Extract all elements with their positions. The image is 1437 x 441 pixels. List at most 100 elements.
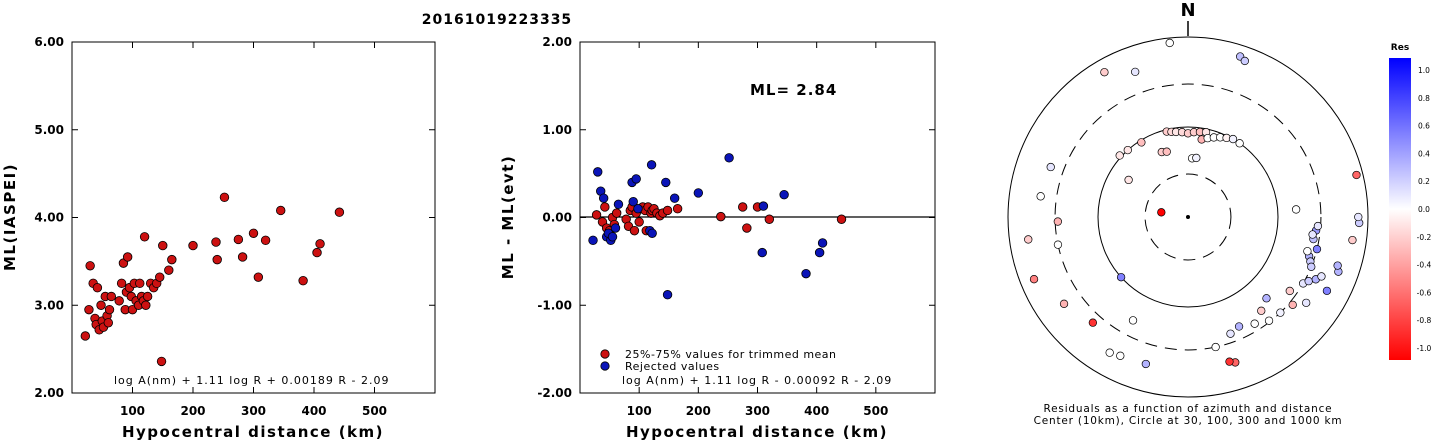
station-residual-point <box>1313 221 1323 231</box>
station-residual-point <box>1053 217 1062 226</box>
mid-ytick-label: 1.00 <box>542 123 572 137</box>
left-point <box>219 192 230 203</box>
station-residual-point <box>1304 277 1313 286</box>
station-residual-point <box>1354 212 1363 222</box>
left-y-axis-label: ML(IASPEI) <box>1 163 19 271</box>
colorbar-tick-label: 0.6 <box>1418 122 1430 131</box>
left-xtick-label: 200 <box>180 404 205 418</box>
colorbar-tick-label: -0.2 <box>1417 233 1432 242</box>
polar-caption-2: Center (10km), Circle at 30, 100, 300 an… <box>1034 415 1343 427</box>
epicenter-marker <box>1186 215 1190 219</box>
ml-iaspei-scatter: 100 200 300 400 500 2.00 3.00 4.00 5.00 6.00 log … <box>1 35 436 441</box>
left-point <box>156 356 167 367</box>
station-residual-point <box>1024 235 1033 244</box>
legend-retained-label: 25%-75% values for trimmed mean <box>625 348 837 361</box>
left-ytick-label: 6.00 <box>34 35 64 49</box>
ring-100km <box>1097 126 1279 308</box>
station-residual-point <box>1162 147 1171 156</box>
left-point <box>85 261 95 271</box>
colorbar-tick-label: 0.0 <box>1418 205 1430 214</box>
left-point <box>122 252 133 262</box>
mid-point <box>593 167 603 177</box>
mid-point <box>672 204 683 214</box>
mid-point <box>628 197 638 207</box>
station-residual-point <box>1288 300 1297 309</box>
mid-xtick-label: 400 <box>804 404 829 418</box>
mid-ytick-label: 2.00 <box>542 35 572 49</box>
left-point <box>106 291 117 302</box>
mid-point <box>600 202 610 212</box>
left-xtick-label: 500 <box>362 404 387 418</box>
left-point <box>114 296 124 306</box>
mid-point <box>742 223 752 233</box>
station-residual-point <box>1228 134 1238 144</box>
left-point <box>158 240 168 251</box>
station-residual-point <box>1302 298 1311 308</box>
mid-point <box>669 193 680 203</box>
left-point <box>142 291 153 302</box>
left-point <box>96 300 106 310</box>
mid-point <box>757 247 767 258</box>
station-residual-point <box>1053 240 1063 249</box>
left-ytick-label: 2.00 <box>34 386 64 400</box>
station-residual-point <box>1029 275 1039 284</box>
station-residual-point <box>1116 273 1126 282</box>
mid-point <box>610 223 621 233</box>
left-point <box>164 265 174 275</box>
station-residual-point <box>1192 153 1201 163</box>
colorbar-tick-label: 1.0 <box>1418 66 1430 75</box>
station-residual-point <box>1115 151 1124 160</box>
left-point <box>315 239 325 249</box>
station-residual-point <box>1352 170 1361 180</box>
station-residual-point <box>1131 67 1140 77</box>
mid-point <box>661 177 671 188</box>
mid-ytick-label: 0.00 <box>542 211 572 225</box>
residual-colorbar: Res 1.0 0.8 0.6 0.4 0.2 0.0 -0.2 -0.4 -0.6 -0.8 -1… <box>1389 43 1432 360</box>
legend-rejected-label: Rejected values <box>625 360 720 373</box>
station-residual-point <box>1262 294 1271 303</box>
colorbar-tick-label: -0.6 <box>1417 288 1432 297</box>
station-residual-point <box>1157 208 1166 217</box>
station-residual-point <box>1123 145 1132 155</box>
figure-title: 20161019223335 <box>422 12 572 28</box>
colorbar-tick-label: -0.8 <box>1417 316 1432 325</box>
mid-point <box>588 235 598 246</box>
legend-rejected-marker <box>600 361 610 371</box>
station-residual-point <box>1291 205 1301 214</box>
left-point <box>80 331 91 341</box>
left-ytick-label: 4.00 <box>34 211 64 225</box>
ml-value-label: ML= 2.84 <box>750 81 837 99</box>
mid-point <box>779 189 789 200</box>
mid-point <box>716 211 726 222</box>
station-residual-point <box>1137 138 1146 147</box>
left-point <box>298 275 308 286</box>
left-point <box>116 278 127 289</box>
left-point <box>155 272 165 282</box>
station-residual-point <box>1312 245 1322 254</box>
station-residual-point <box>1264 316 1274 325</box>
station-residual-point <box>1165 38 1174 48</box>
colorbar-gradient <box>1389 58 1411 360</box>
mid-x-axis-label: Hypocentral distance (km) <box>626 423 888 441</box>
station-residual-point <box>1225 357 1234 366</box>
station-residual-point <box>1088 318 1098 327</box>
left-point <box>248 228 259 238</box>
left-point <box>253 272 264 282</box>
station-residual-point <box>1276 308 1285 317</box>
left-x-axis-label: Hypocentral distance (km) <box>122 423 384 441</box>
colorbar-tick-label: -0.4 <box>1417 261 1432 270</box>
station-residual-point <box>1128 316 1138 325</box>
left-point <box>334 207 345 217</box>
left-point <box>260 235 271 246</box>
colorbar-title: Res <box>1391 43 1409 53</box>
left-point <box>139 232 150 242</box>
left-xtick-label: 300 <box>241 404 266 418</box>
mid-point <box>662 205 673 216</box>
station-residual-point <box>1235 139 1244 148</box>
left-xtick-label: 100 <box>120 404 145 418</box>
mid-point <box>801 268 811 279</box>
mid-point <box>662 290 673 300</box>
left-point <box>135 278 145 289</box>
mid-point <box>647 228 657 238</box>
station-residual-point <box>1036 192 1045 201</box>
